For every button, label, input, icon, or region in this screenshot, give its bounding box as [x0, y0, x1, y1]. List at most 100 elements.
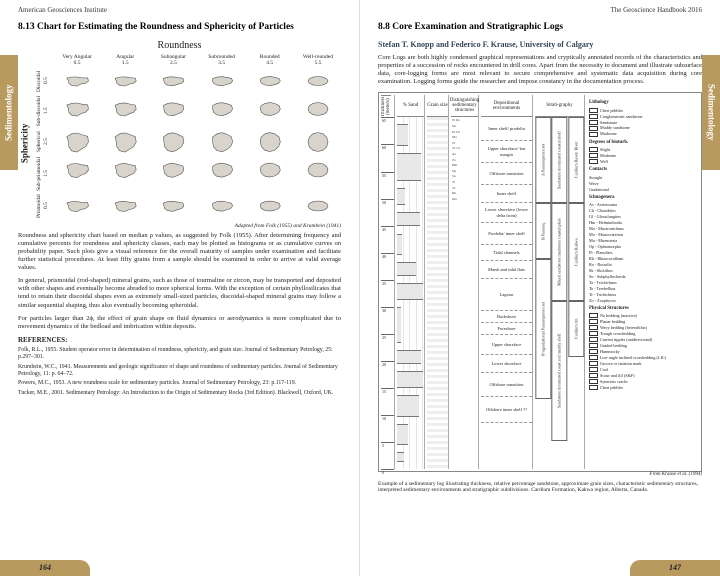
thickness-tick: 45	[381, 226, 394, 232]
legend-group-title: Ichnogenera	[589, 195, 675, 201]
legend-group-title: Degrees of bioturb.	[589, 140, 675, 146]
thickness-tick: 25	[381, 334, 394, 340]
sand-layer	[397, 153, 421, 181]
strat-block: Mixed sandstone mudstone coastal plain	[551, 203, 567, 301]
particle-cell	[150, 193, 196, 219]
reference-item: Tucker, M.E., 2001. Sedimentary Petrolog…	[18, 390, 341, 397]
legend-column: LithologyChert pebblesConglomeratic sand…	[587, 95, 677, 469]
right-intro: Core Logs are both highly condensed grap…	[378, 54, 702, 87]
thickness-tick: 40	[381, 253, 394, 259]
legend-item: Conglomeratic sandstone	[589, 114, 675, 119]
legend-item: Syneresis cracks	[589, 379, 675, 384]
thickness-tick: 5	[381, 442, 394, 448]
legend-item: Slight	[589, 147, 675, 152]
structures-column: Distinguishing sedimentary structures W …	[451, 95, 479, 469]
strat-block: Sandstone dominated coastal shelf	[551, 117, 567, 203]
thickness-tick: 65	[381, 117, 394, 123]
roundness-col-header: Angular1.5	[102, 54, 148, 66]
legend-item: As - Asterosoma	[589, 202, 675, 207]
legend-item: Planar bedding	[589, 319, 675, 324]
legend-item: Rh - Rhizocorallium	[589, 256, 675, 261]
struct-title: Distinguishing sedimentary structures	[451, 95, 478, 117]
legend-item: Ta - Teichichnus	[589, 280, 675, 285]
legend-item: Wavy	[589, 181, 675, 186]
sand-layer	[397, 124, 408, 145]
sphericity-row-label: Discoidal0.5	[34, 68, 52, 94]
legend-item: Straight	[589, 175, 675, 180]
references-list: Folk, R.L., 1955. Student operator error…	[18, 347, 341, 398]
depo-env-row: Upper shoreface	[481, 335, 532, 355]
particle-cell	[54, 68, 100, 94]
depo-env-row: Lagoon	[481, 279, 532, 311]
depo-env-row: Marsh and tidal flats	[481, 261, 532, 279]
chart-source: Adapted from Folk (1955) and Krumbein (1…	[18, 223, 341, 230]
legend-item: Te - Terebellina	[589, 286, 675, 291]
legend-item: Well	[589, 159, 675, 164]
strat-block: Sandstone dominated coast and muddy shel…	[551, 301, 567, 441]
depo-env-row: Backshore	[481, 311, 532, 323]
particle-cell	[150, 96, 196, 122]
thickness-tick: 0	[381, 469, 394, 475]
sand-pct-column: % Sand	[397, 95, 425, 469]
strat-block: B Paraseq.	[535, 203, 551, 259]
depo-env-row: Offshore inner shelf ??	[481, 397, 532, 423]
particle-cell	[295, 157, 341, 183]
particle-cell	[199, 68, 245, 94]
legend-item: Moderate	[589, 153, 675, 158]
legend-item: Mu - Muensteria	[589, 238, 675, 243]
figure-caption: Example of a sedimentary log illustratin…	[378, 481, 702, 494]
depo-env-row: Inner shelf/ prodelta	[481, 117, 532, 141]
sand-layer	[397, 234, 402, 255]
sand-layer	[397, 350, 421, 364]
particle-cell	[102, 68, 148, 94]
right-page: The Geoscience Handbook 2016 Sedimentolo…	[360, 0, 720, 576]
legend-item: Mudstone	[589, 131, 675, 136]
particle-cell	[295, 129, 341, 155]
legend-item: Gl - Glossifungites	[589, 214, 675, 219]
authors-line: Stefan T. Knopp and Federico F. Krause, …	[378, 40, 702, 50]
depositional-env-column: Depositional environments Inner shelf/ p…	[481, 95, 533, 469]
legend-item: No bedding (massive)	[589, 313, 675, 318]
legend-item: Zo - Zoophycos	[589, 298, 675, 303]
depo-env-row: Offshore transition	[481, 163, 532, 185]
section-tab-right: Sedimentology	[702, 55, 720, 170]
thickness-tick: 35	[381, 280, 394, 286]
legend-item: Sk - Skolithos	[589, 268, 675, 273]
particle-cell	[295, 193, 341, 219]
sphericity-row-label: Sub-discoidal1.5	[34, 96, 52, 126]
page-number-left: 164	[0, 560, 90, 576]
particle-cell	[150, 68, 196, 94]
particle-cell	[150, 129, 196, 155]
particle-cell	[102, 157, 148, 183]
core-log-figure: Thickness (meters) 656055504540353025201…	[378, 92, 702, 472]
particle-cell	[150, 157, 196, 183]
strat-block: Cardium Raven River	[568, 117, 584, 203]
thickness-tick: 20	[381, 361, 394, 367]
legend-item: Tr - Trichichnus	[589, 292, 675, 297]
particle-cell	[54, 157, 100, 183]
particle-cell	[199, 96, 245, 122]
sand-layer	[397, 188, 405, 206]
roundness-col-header: Subangular2.5	[150, 54, 196, 66]
section-tab-left: Sedimentology	[0, 55, 18, 170]
legend-group-title: Contacts	[589, 167, 675, 173]
legend-item: Trough crossbedding	[589, 331, 675, 336]
legend-item: Coal	[589, 367, 675, 372]
particle-cell	[54, 96, 100, 122]
particle-cell	[54, 193, 100, 219]
roundness-col-header: Well-rounded5.5	[295, 54, 341, 66]
depo-env-row: Offshore transition	[481, 373, 532, 397]
thickness-tick: 55	[381, 172, 394, 178]
page-number-right: 147	[630, 560, 720, 576]
particle-cell	[102, 129, 148, 155]
depo-env-row: Lower shoreface (lower delta front)	[481, 203, 532, 223]
legend-item: Pl - Planolites	[589, 250, 675, 255]
depo-env-row: Tidal channels	[481, 245, 532, 261]
sphericity-axis-label: Sphericity	[18, 68, 32, 218]
particle-cell	[102, 193, 148, 219]
grain-size-column: Grain size	[427, 95, 449, 469]
left-para-3: For particles larger than 2ϕ, the effect…	[18, 315, 341, 331]
sphericity-row-label: Prismoidal0.5	[34, 193, 52, 219]
particle-cell	[247, 68, 293, 94]
particle-cell	[247, 96, 293, 122]
